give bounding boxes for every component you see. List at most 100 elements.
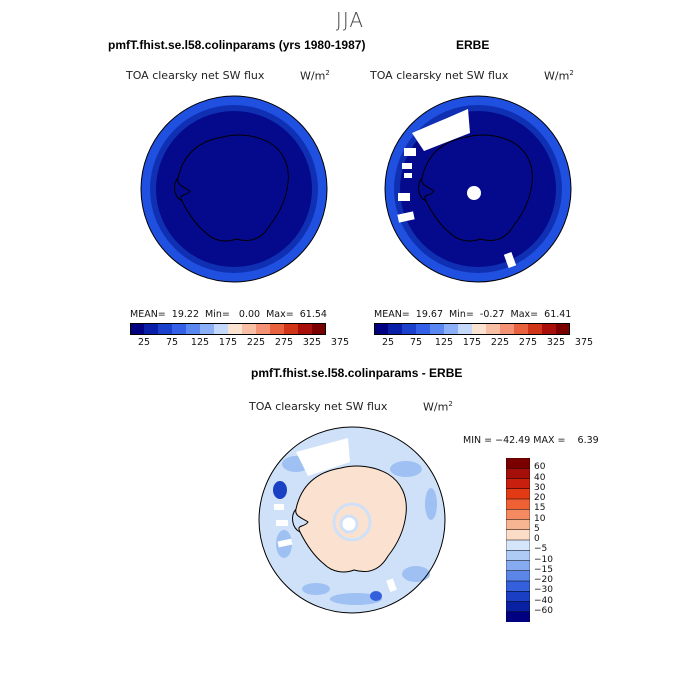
obs-colorbar-swatch	[430, 323, 445, 335]
model-colorbar-swatch	[186, 323, 201, 335]
diff-negative-blob	[302, 583, 330, 595]
model-colorbar-tick-label: 275	[274, 337, 294, 348]
diff-field-label: TOA clearsky net SW flux	[249, 400, 388, 413]
obs-colorbar-swatch	[542, 323, 557, 335]
obs-colorbar-ticks: 25 75 125 175 225 275 325 375	[374, 337, 593, 349]
diff-colorbar-tick-label: −15	[534, 564, 553, 575]
obs-colorbar-swatch	[528, 323, 543, 335]
obs-map-border	[384, 95, 572, 283]
diff-units: W/m2	[423, 400, 453, 414]
model-peninsula	[174, 177, 183, 202]
obs-missing-data-patch	[412, 109, 470, 151]
obs-colorbar-swatch	[388, 323, 403, 335]
model-colorbar-tick-label: 325	[302, 337, 322, 348]
obs-polar-map	[384, 95, 572, 283]
diff-map-border	[258, 426, 446, 614]
diff-colorbar-swatch	[506, 580, 530, 592]
diff-colorbar-ticks: 60 40 30 20 15 10 5 0 −5 −10 −15 −20 −30 −40 −60	[534, 458, 574, 622]
model-colorbar-tick-label: 25	[137, 337, 151, 348]
diff-colorbar-tick-label: −5	[534, 544, 548, 555]
model-polar-map	[140, 95, 328, 283]
diff-strong-negative-blob	[273, 481, 287, 499]
diff-panel-title: pmfT.fhist.se.l58.colinparams - ERBE	[251, 366, 463, 380]
diff-colorbar-tick-label: −40	[534, 595, 553, 606]
diff-colorbar-swatch	[506, 519, 530, 531]
diff-colorbar-swatch	[506, 560, 530, 572]
model-inner-field	[156, 111, 312, 267]
diff-colorbar-tick-label: −30	[534, 585, 553, 596]
diff-missing-data-patch	[296, 438, 350, 476]
model-antarctica-coastline	[177, 134, 289, 242]
diff-colorbar-tick-label: 60	[534, 462, 546, 473]
diff-stats: MIN = −42.49 MAX = 6.39	[463, 435, 599, 446]
model-colorbar-ticks: 25 75 125 175 225 275 325 375	[130, 337, 349, 349]
obs-colorbar-tick-label: 225	[490, 337, 510, 348]
obs-panel-title: ERBE	[456, 38, 490, 52]
diff-missing-data-patch	[274, 504, 284, 510]
obs-colorbar-tick-label: 175	[462, 337, 482, 348]
model-panel-title: pmfT.fhist.se.l58.colinparams (yrs 1980-…	[108, 38, 366, 52]
obs-colorbar-swatch	[458, 323, 473, 335]
obs-stats: MEAN= 19.67 Min= -0.27 Max= 61.41	[374, 309, 572, 320]
diff-missing-data-patch	[277, 538, 293, 548]
diff-peninsula	[292, 508, 301, 533]
model-field-label: TOA clearsky net SW flux	[126, 69, 265, 82]
obs-colorbar-swatch	[500, 323, 515, 335]
diff-negative-blob	[390, 461, 422, 477]
model-colorbar-swatch	[130, 323, 145, 335]
diff-negative-blob	[402, 566, 430, 582]
diff-colorbar-swatch	[506, 458, 530, 469]
model-colorbar-tick-label: 375	[330, 337, 350, 348]
obs-colorbar-swatch	[374, 323, 389, 335]
model-colorbar-swatch	[228, 323, 243, 335]
model-colorbar-tick-label: 225	[246, 337, 266, 348]
diff-colorbar-tick-label: 30	[534, 482, 546, 493]
diff-colorbar-tick-label: −10	[534, 554, 553, 565]
diff-negative-blob	[330, 593, 382, 605]
model-units: W/m2	[300, 69, 330, 83]
diff-colorbar-tick-label: 10	[534, 513, 546, 524]
diff-colorbar-swatch	[506, 539, 530, 551]
obs-missing-data-patch	[402, 163, 412, 169]
obs-units: W/m2	[544, 69, 574, 83]
model-colorbar-swatch	[214, 323, 229, 335]
diff-colorbar-tick-label: −20	[534, 575, 553, 585]
model-colorbar-swatch	[270, 323, 285, 335]
obs-antarctica-coastline	[421, 134, 533, 242]
model-colorbar-tick-label: 175	[218, 337, 238, 348]
model-stats: MEAN= 19.22 Min= 0.00 Max= 61.54	[130, 309, 327, 320]
model-colorbar	[130, 323, 326, 335]
diff-colorbar-swatch	[506, 591, 530, 603]
diff-colorbar	[506, 458, 530, 622]
obs-colorbar-swatch	[514, 323, 529, 335]
obs-missing-data-patch	[503, 252, 517, 268]
obs-field-label: TOA clearsky net SW flux	[370, 69, 509, 82]
diff-colorbar-swatch	[506, 468, 530, 480]
model-colorbar-swatch	[256, 323, 271, 335]
model-colorbar-swatch	[144, 323, 159, 335]
model-colorbar-swatch	[172, 323, 187, 335]
model-colorbar-tick-label: 125	[190, 337, 210, 348]
model-colorbar-border	[130, 323, 326, 335]
diff-missing-data-patch	[386, 578, 397, 593]
diff-colorbar-swatch	[506, 529, 530, 541]
diff-colorbar-tick-label: 15	[534, 503, 546, 514]
diff-colorbar-swatch	[506, 478, 530, 490]
diff-colorbar-swatch	[506, 488, 530, 500]
obs-colorbar-tick-label: 125	[434, 337, 454, 348]
obs-colorbar-tick-label: 325	[546, 337, 566, 348]
obs-missing-data-patch	[398, 193, 410, 201]
model-colorbar-swatch	[312, 323, 326, 335]
diff-colorbar-swatch	[506, 611, 530, 622]
diff-colorbar-tick-label: 0	[534, 534, 540, 544]
obs-colorbar-swatch	[416, 323, 431, 335]
model-map-border	[140, 95, 328, 283]
model-colorbar-swatch	[200, 323, 215, 335]
diff-colorbar-tick-label: −60	[534, 605, 553, 616]
model-colorbar-swatch	[298, 323, 313, 335]
diff-colorbar-swatch	[506, 509, 530, 521]
diff-negative-blob	[425, 488, 437, 520]
model-colorbar-swatch	[158, 323, 173, 335]
obs-peninsula	[418, 177, 427, 202]
obs-missing-data-patch	[404, 173, 412, 178]
